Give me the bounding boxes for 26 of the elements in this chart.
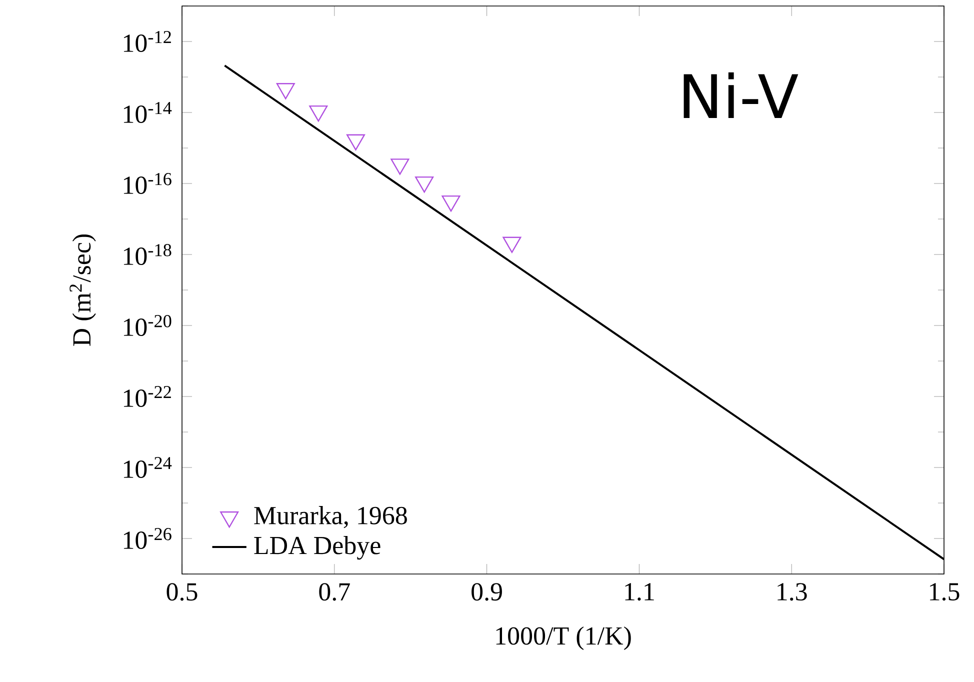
y-axis-title: D (m$^{2}$/sec) <box>70 234 96 346</box>
x-axis-title: 1000/T (1/K) <box>496 626 631 650</box>
point <box>276 83 295 100</box>
point <box>415 176 434 193</box>
text: Ni-V <box>684 72 798 118</box>
legend-label: LDA Debye <box>254 536 380 560</box>
y-tick-label: 10$^{-16}$ <box>124 173 172 194</box>
y-tick-label: 10$^{-12}$ <box>124 31 171 52</box>
x-tick-label: 1.1 <box>625 583 654 601</box>
point <box>442 195 460 212</box>
y-tick-label: 10$^{-20}$ <box>124 314 172 336</box>
y-tick-label: 10$^{-26}$ <box>124 528 172 550</box>
point <box>390 158 410 175</box>
y-tick-label: 10$^{-24}$ <box>124 457 172 478</box>
x-tick-label: 1.3 <box>778 583 807 601</box>
y-tick-label: 10$^{-22}$ <box>124 386 171 408</box>
x-tick-label: 0.5 <box>166 583 198 601</box>
point <box>309 105 328 122</box>
y-tick-label: 10$^{-14}$ <box>124 102 172 123</box>
x-tick-label: 0.9 <box>472 583 502 601</box>
point <box>346 134 365 150</box>
y-tick-label: 10$^{-18}$ <box>124 244 172 266</box>
legend-label: Murarka, 1968 <box>254 506 407 528</box>
x-tick-label: 0.7 <box>319 583 350 601</box>
point <box>502 236 522 253</box>
x-tick-label: 1.5 <box>930 583 960 601</box>
